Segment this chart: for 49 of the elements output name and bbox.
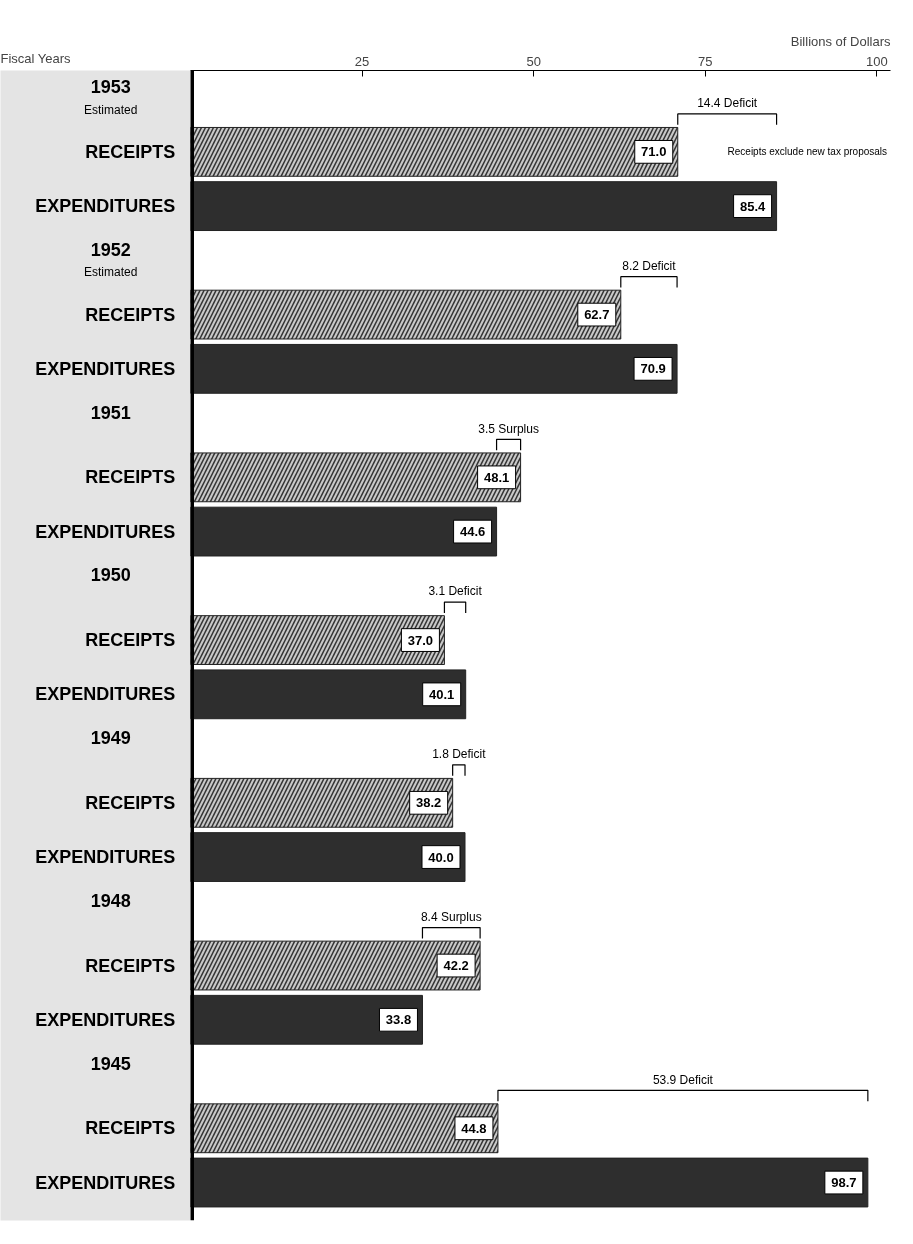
text: EXPENDITURES — [35, 847, 176, 868]
text: RECEIPTS — [85, 792, 176, 813]
annotation: Receipts exclude new tax proposals — [727, 146, 888, 158]
text: RECEIPTS — [85, 1118, 176, 1139]
annotation: 14.4 Deficit — [697, 96, 758, 111]
data-label: 40.1 — [429, 686, 455, 702]
text: RECEIPTS — [85, 955, 176, 976]
annotation: 8.2 Deficit — [622, 258, 677, 273]
data-label: 42.2 — [443, 958, 469, 974]
data-label: 38.2 — [416, 795, 442, 811]
y-tick-label: 1945 — [90, 1053, 131, 1074]
y-tick-label: 1953 Estimated — [84, 77, 138, 117]
text: EXPENDITURES — [35, 358, 176, 379]
data-label: 62.7 — [584, 307, 610, 323]
data-label: 98.7 — [831, 1175, 857, 1191]
data-label: 71.0 — [641, 144, 667, 160]
annotation: 1.8 Deficit — [432, 747, 487, 762]
text: RECEIPTS — [85, 304, 176, 325]
text: EXPENDITURES — [35, 1009, 176, 1030]
data-label: 33.8 — [385, 1012, 412, 1028]
text: EXPENDITURES — [35, 521, 176, 542]
data-label: 44.6 — [459, 524, 486, 540]
x-tick-label: 25 — [354, 53, 370, 69]
text: RECEIPTS — [85, 467, 176, 488]
x-tick-label: 75 — [697, 53, 713, 69]
data-label: 48.1 — [483, 469, 510, 485]
text: RECEIPTS — [85, 630, 176, 651]
y-tick-label: 1951 — [90, 402, 131, 423]
annotation: 53.9 Deficit — [652, 1072, 714, 1087]
y-axis-title: Fiscal Years — [0, 50, 72, 66]
y-tick-label: 1952 Estimated — [84, 240, 138, 280]
y-tick-label: 1949 — [90, 728, 131, 749]
y-tick-label: 1948 — [90, 890, 131, 911]
text: EXPENDITURES — [35, 684, 176, 705]
y-tick-label: 1950 — [90, 565, 131, 586]
annotation: 3.5 Surplus — [478, 421, 539, 436]
annotation: 3.1 Deficit — [428, 584, 483, 599]
series-label: EXPENDITURES — [35, 196, 176, 217]
x-axis-title: Billions of Dollars — [790, 33, 891, 49]
data-label: 44.8 — [461, 1120, 487, 1136]
data-label: 37.0 — [407, 632, 434, 648]
x-tick-label: 100 — [865, 53, 888, 69]
data-label: 70.9 — [640, 361, 666, 377]
text: EXPENDITURES — [35, 1172, 176, 1193]
annotation: 8.4 Surplus — [420, 909, 482, 924]
series-label: RECEIPTS — [85, 141, 176, 162]
data-label: 40.0 — [428, 849, 454, 865]
x-tick-label: 50 — [526, 53, 541, 69]
data-label: 85.4 — [739, 198, 766, 214]
